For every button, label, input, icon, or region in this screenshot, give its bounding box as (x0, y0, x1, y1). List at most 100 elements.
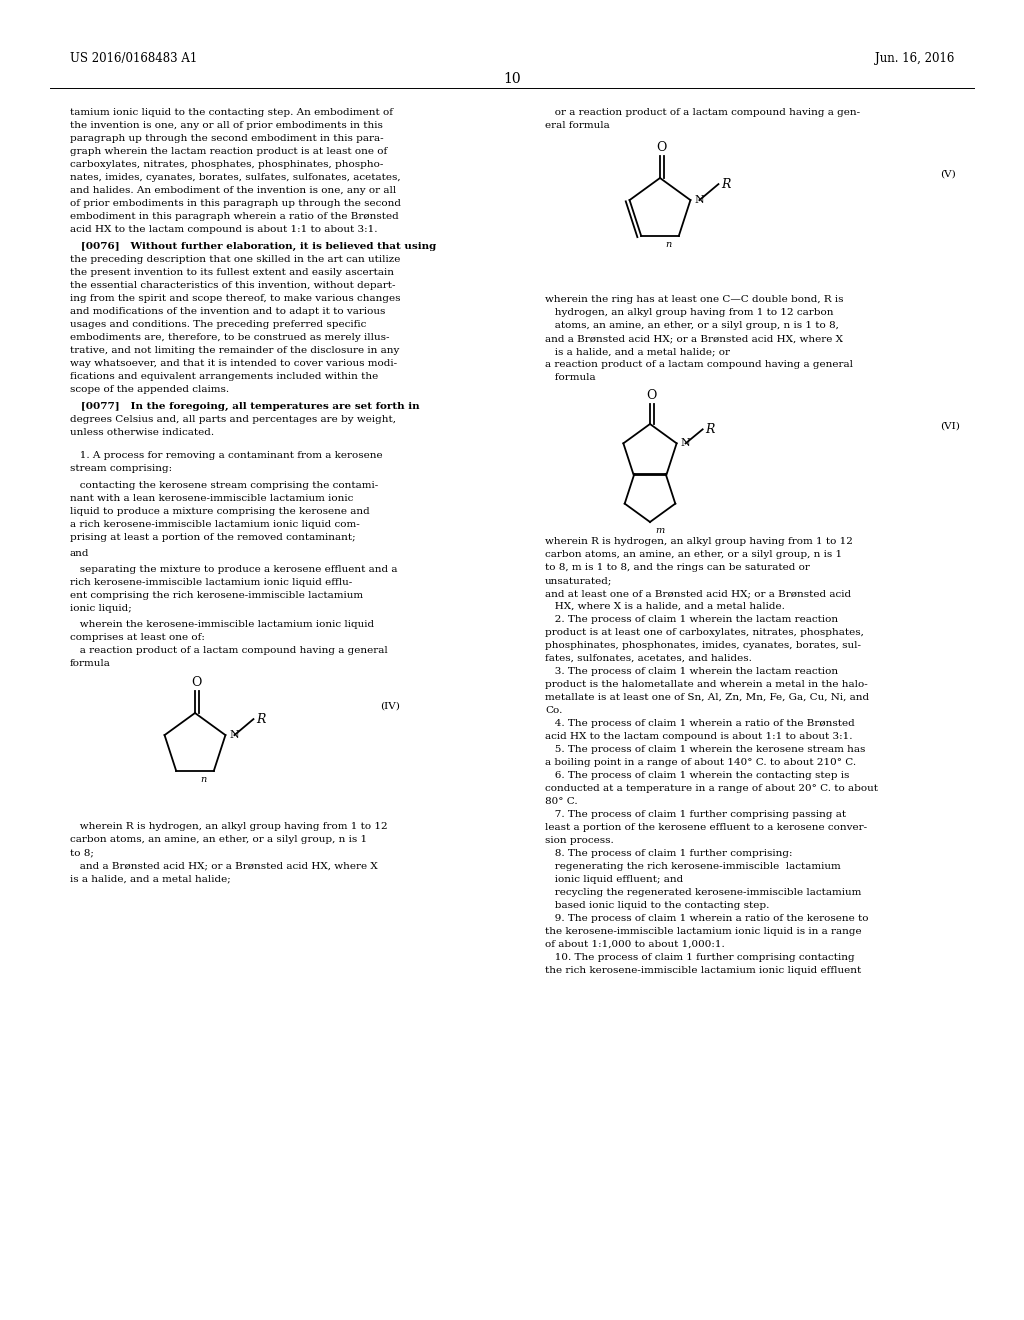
Text: and halides. An embodiment of the invention is one, any or all: and halides. An embodiment of the invent… (70, 186, 396, 195)
Text: usages and conditions. The preceding preferred specific: usages and conditions. The preceding pre… (70, 319, 367, 329)
Text: carbon atoms, an amine, an ether, or a silyl group, n is 1: carbon atoms, an amine, an ether, or a s… (545, 550, 842, 558)
Text: a reaction product of a lactam compound having a general: a reaction product of a lactam compound … (70, 645, 388, 655)
Text: and modifications of the invention and to adapt it to various: and modifications of the invention and t… (70, 308, 385, 315)
Text: product is the halometallate and wherein a metal in the halo-: product is the halometallate and wherein… (545, 680, 867, 689)
Text: 7. The process of claim 1 further comprising passing at: 7. The process of claim 1 further compri… (545, 810, 846, 818)
Text: n: n (665, 240, 672, 249)
Text: 5. The process of claim 1 wherein the kerosene stream has: 5. The process of claim 1 wherein the ke… (545, 744, 865, 754)
Text: conducted at a temperature in a range of about 20° C. to about: conducted at a temperature in a range of… (545, 784, 878, 793)
Text: n: n (200, 775, 206, 784)
Text: rich kerosene-immiscible lactamium ionic liquid efflu-: rich kerosene-immiscible lactamium ionic… (70, 578, 352, 587)
Text: scope of the appended claims.: scope of the appended claims. (70, 385, 229, 393)
Text: wherein the kerosene-immiscible lactamium ionic liquid: wherein the kerosene-immiscible lactamiu… (70, 620, 374, 630)
Text: a boiling point in a range of about 140° C. to about 210° C.: a boiling point in a range of about 140°… (545, 758, 856, 767)
Text: 8. The process of claim 1 further comprising:: 8. The process of claim 1 further compri… (545, 849, 793, 858)
Text: the present invention to its fullest extent and easily ascertain: the present invention to its fullest ext… (70, 268, 394, 277)
Text: and a Brønsted acid HX; or a Brønsted acid HX, where X: and a Brønsted acid HX; or a Brønsted ac… (70, 861, 378, 870)
Text: nates, imides, cyanates, borates, sulfates, sulfonates, acetates,: nates, imides, cyanates, borates, sulfat… (70, 173, 400, 182)
Text: [0077]   In the foregoing, all temperatures are set forth in: [0077] In the foregoing, all temperature… (70, 403, 420, 411)
Text: tamium ionic liquid to the contacting step. An embodiment of: tamium ionic liquid to the contacting st… (70, 108, 393, 117)
Text: and: and (70, 549, 89, 558)
Text: comprises at least one of:: comprises at least one of: (70, 634, 205, 642)
Text: phosphinates, phosphonates, imides, cyanates, borates, sul-: phosphinates, phosphonates, imides, cyan… (545, 642, 861, 649)
Text: formula: formula (70, 659, 111, 668)
Text: ing from the spirit and scope thereof, to make various changes: ing from the spirit and scope thereof, t… (70, 294, 400, 304)
Text: 2. The process of claim 1 wherein the lactam reaction: 2. The process of claim 1 wherein the la… (545, 615, 838, 624)
Text: 10. The process of claim 1 further comprising contacting: 10. The process of claim 1 further compr… (545, 953, 855, 962)
Text: fications and equivalent arrangements included within the: fications and equivalent arrangements in… (70, 372, 378, 381)
Text: N: N (694, 195, 705, 205)
Text: 10: 10 (503, 73, 521, 86)
Text: embodiments are, therefore, to be construed as merely illus-: embodiments are, therefore, to be constr… (70, 333, 389, 342)
Text: (IV): (IV) (380, 702, 400, 711)
Text: ionic liquid effluent; and: ionic liquid effluent; and (545, 875, 683, 884)
Text: or a reaction product of a lactam compound having a gen-: or a reaction product of a lactam compou… (545, 108, 860, 117)
Text: the preceding description that one skilled in the art can utilize: the preceding description that one skill… (70, 255, 400, 264)
Text: sion process.: sion process. (545, 836, 613, 845)
Text: contacting the kerosene stream comprising the contami-: contacting the kerosene stream comprisin… (70, 480, 378, 490)
Text: m: m (655, 525, 665, 535)
Text: to 8, m is 1 to 8, and the rings can be saturated or: to 8, m is 1 to 8, and the rings can be … (545, 564, 810, 572)
Text: [0076]   Without further elaboration, it is believed that using: [0076] Without further elaboration, it i… (70, 242, 436, 251)
Text: carboxylates, nitrates, phosphates, phosphinates, phospho-: carboxylates, nitrates, phosphates, phos… (70, 160, 383, 169)
Text: degrees Celsius and, all parts and percentages are by weight,: degrees Celsius and, all parts and perce… (70, 414, 396, 424)
Text: Jun. 16, 2016: Jun. 16, 2016 (874, 51, 954, 65)
Text: R: R (706, 422, 715, 436)
Text: carbon atoms, an amine, an ether, or a silyl group, n is 1: carbon atoms, an amine, an ether, or a s… (70, 836, 368, 843)
Text: a reaction product of a lactam compound having a general: a reaction product of a lactam compound … (545, 360, 853, 370)
Text: is a halide, and a metal halide;: is a halide, and a metal halide; (70, 874, 230, 883)
Text: product is at least one of carboxylates, nitrates, phosphates,: product is at least one of carboxylates,… (545, 628, 864, 638)
Text: the essential characteristics of this invention, without depart-: the essential characteristics of this in… (70, 281, 395, 290)
Text: paragraph up through the second embodiment in this para-: paragraph up through the second embodime… (70, 135, 384, 143)
Text: wherein the ring has at least one C—C double bond, R is: wherein the ring has at least one C—C do… (545, 294, 844, 304)
Text: of about 1:1,000 to about 1,000:1.: of about 1:1,000 to about 1,000:1. (545, 940, 725, 949)
Text: 1. A process for removing a contaminant from a kerosene: 1. A process for removing a contaminant … (70, 451, 383, 459)
Text: 6. The process of claim 1 wherein the contacting step is: 6. The process of claim 1 wherein the co… (545, 771, 849, 780)
Text: and a Brønsted acid HX; or a Brønsted acid HX, where X: and a Brønsted acid HX; or a Brønsted ac… (545, 334, 843, 343)
Text: liquid to produce a mixture comprising the kerosene and: liquid to produce a mixture comprising t… (70, 507, 370, 516)
Text: ent comprising the rich kerosene-immiscible lactamium: ent comprising the rich kerosene-immisci… (70, 591, 364, 601)
Text: prising at least a portion of the removed contaminant;: prising at least a portion of the remove… (70, 533, 355, 543)
Text: separating the mixture to produce a kerosene effluent and a: separating the mixture to produce a kero… (70, 565, 397, 574)
Text: way whatsoever, and that it is intended to cover various modi-: way whatsoever, and that it is intended … (70, 359, 397, 368)
Text: 80° C.: 80° C. (545, 797, 578, 807)
Text: wherein R is hydrogen, an alkyl group having from 1 to 12: wherein R is hydrogen, an alkyl group ha… (545, 537, 853, 546)
Text: (V): (V) (940, 170, 955, 180)
Text: O: O (655, 141, 667, 154)
Text: HX, where X is a halide, and a metal halide.: HX, where X is a halide, and a metal hal… (545, 602, 784, 611)
Text: atoms, an amine, an ether, or a silyl group, n is 1 to 8,: atoms, an amine, an ether, or a silyl gr… (545, 321, 839, 330)
Text: embodiment in this paragraph wherein a ratio of the Brønsted: embodiment in this paragraph wherein a r… (70, 213, 398, 220)
Text: ionic liquid;: ionic liquid; (70, 605, 132, 612)
Text: trative, and not limiting the remainder of the disclosure in any: trative, and not limiting the remainder … (70, 346, 399, 355)
Text: a rich kerosene-immiscible lactamium ionic liquid com-: a rich kerosene-immiscible lactamium ion… (70, 520, 359, 529)
Text: N: N (681, 438, 690, 449)
Text: O: O (646, 389, 656, 403)
Text: based ionic liquid to the contacting step.: based ionic liquid to the contacting ste… (545, 902, 769, 909)
Text: R: R (256, 713, 266, 726)
Text: to 8;: to 8; (70, 847, 94, 857)
Text: N: N (229, 730, 240, 741)
Text: of prior embodiments in this paragraph up through the second: of prior embodiments in this paragraph u… (70, 199, 401, 209)
Text: unsaturated;: unsaturated; (545, 576, 612, 585)
Text: O: O (190, 676, 201, 689)
Text: fates, sulfonates, acetates, and halides.: fates, sulfonates, acetates, and halides… (545, 653, 752, 663)
Text: 4. The process of claim 1 wherein a ratio of the Brønsted: 4. The process of claim 1 wherein a rati… (545, 719, 855, 729)
Text: the kerosene-immiscible lactamium ionic liquid is in a range: the kerosene-immiscible lactamium ionic … (545, 927, 861, 936)
Text: least a portion of the kerosene effluent to a kerosene conver-: least a portion of the kerosene effluent… (545, 822, 867, 832)
Text: eral formula: eral formula (545, 121, 609, 129)
Text: metallate is at least one of Sn, Al, Zn, Mn, Fe, Ga, Cu, Ni, and: metallate is at least one of Sn, Al, Zn,… (545, 693, 869, 702)
Text: and at least one of a Brønsted acid HX; or a Brønsted acid: and at least one of a Brønsted acid HX; … (545, 589, 851, 598)
Text: Co.: Co. (545, 706, 562, 715)
Text: 9. The process of claim 1 wherein a ratio of the kerosene to: 9. The process of claim 1 wherein a rati… (545, 913, 868, 923)
Text: graph wherein the lactam reaction product is at least one of: graph wherein the lactam reaction produc… (70, 147, 387, 156)
Text: hydrogen, an alkyl group having from 1 to 12 carbon: hydrogen, an alkyl group having from 1 t… (545, 308, 834, 317)
Text: (VI): (VI) (940, 422, 959, 432)
Text: recycling the regenerated kerosene-immiscible lactamium: recycling the regenerated kerosene-immis… (545, 888, 861, 898)
Text: 3. The process of claim 1 wherein the lactam reaction: 3. The process of claim 1 wherein the la… (545, 667, 838, 676)
Text: nant with a lean kerosene-immiscible lactamium ionic: nant with a lean kerosene-immiscible lac… (70, 494, 353, 503)
Text: the invention is one, any or all of prior embodiments in this: the invention is one, any or all of prio… (70, 121, 383, 129)
Text: formula: formula (545, 374, 596, 381)
Text: R: R (722, 178, 731, 190)
Text: is a halide, and a metal halide; or: is a halide, and a metal halide; or (545, 347, 730, 356)
Text: regenerating the rich kerosene-immiscible  lactamium: regenerating the rich kerosene-immiscibl… (545, 862, 841, 871)
